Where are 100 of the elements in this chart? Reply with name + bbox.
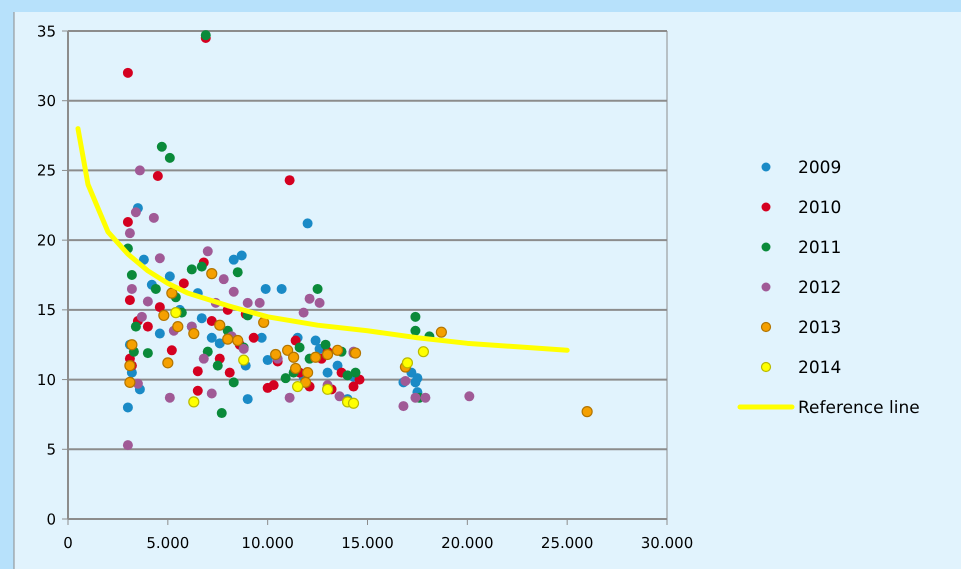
point [436,326,447,338]
point [122,402,133,412]
point [166,288,178,299]
point [582,406,593,418]
y-tick-label: 35 [36,22,56,40]
point [126,339,138,350]
point [236,250,247,260]
point [126,270,137,280]
point [418,346,430,358]
point [154,328,165,339]
point [124,360,136,372]
point [398,401,408,412]
point [292,380,304,392]
point [192,386,203,396]
point [170,307,182,318]
y-tick-label: 20 [36,231,56,250]
x-tick-label: 15.000 [341,534,394,552]
point [126,284,137,294]
point [148,212,159,223]
y-tick-label: 0 [46,510,56,528]
point [136,312,147,322]
point [196,313,207,324]
point [156,142,167,152]
legend-label: Reference line [798,398,920,418]
point [214,320,226,331]
x-tick-label: 5.000 [146,534,190,552]
point [224,368,235,378]
point [288,352,300,363]
y-tick-label: 10 [36,370,56,389]
x-tick-label: 25.000 [540,534,594,552]
point [322,368,333,378]
point [410,312,420,322]
point [228,286,239,297]
point [154,253,165,264]
point [202,246,213,256]
point [350,368,361,378]
point [284,175,295,186]
point [268,380,279,390]
legend-label: 2012 [798,278,842,298]
point [420,392,430,403]
point [150,284,161,294]
point [304,294,315,304]
point [198,354,209,364]
point [284,392,295,403]
point [130,207,141,218]
point [142,348,153,358]
point [130,322,141,332]
x-tick-label: 20.000 [441,534,494,552]
point [222,334,234,345]
y-tick-label: 15 [36,301,56,320]
point [142,296,153,306]
point [122,217,133,228]
point [206,332,217,343]
point [342,370,353,380]
point [188,328,200,340]
legend-label: 2014 [798,358,842,378]
point [402,357,414,368]
point [228,254,239,265]
point [206,268,218,280]
point [262,355,273,366]
y-tick-label: 25 [36,162,56,180]
y-tick-label: 5 [46,440,56,459]
point [348,382,359,392]
point [248,332,259,343]
point [200,30,211,40]
point [280,373,291,384]
point [206,388,217,399]
point [124,228,135,238]
point [254,298,265,308]
point [124,295,135,306]
legend-label: 2010 [798,198,842,218]
point [124,376,136,388]
point [164,152,175,163]
point [196,262,207,272]
point [164,271,175,282]
point [350,347,362,359]
point [290,362,302,374]
point [188,396,200,408]
point [310,336,321,346]
point [172,320,184,332]
legend-label: 2011 [798,238,842,258]
legend-label: 2009 [798,158,842,178]
point [158,310,170,322]
point [186,264,197,274]
point [142,322,153,332]
point [348,398,360,409]
point [164,392,175,403]
x-tick-label: 0 [63,534,73,552]
y-tick-label: 30 [36,92,56,110]
point [298,308,309,318]
point [300,376,312,388]
point [258,316,270,328]
point [412,373,422,384]
point [122,440,133,450]
point [154,302,165,312]
point [276,284,287,294]
point [410,392,420,403]
point [320,340,331,350]
point [238,354,250,366]
point [312,284,323,294]
